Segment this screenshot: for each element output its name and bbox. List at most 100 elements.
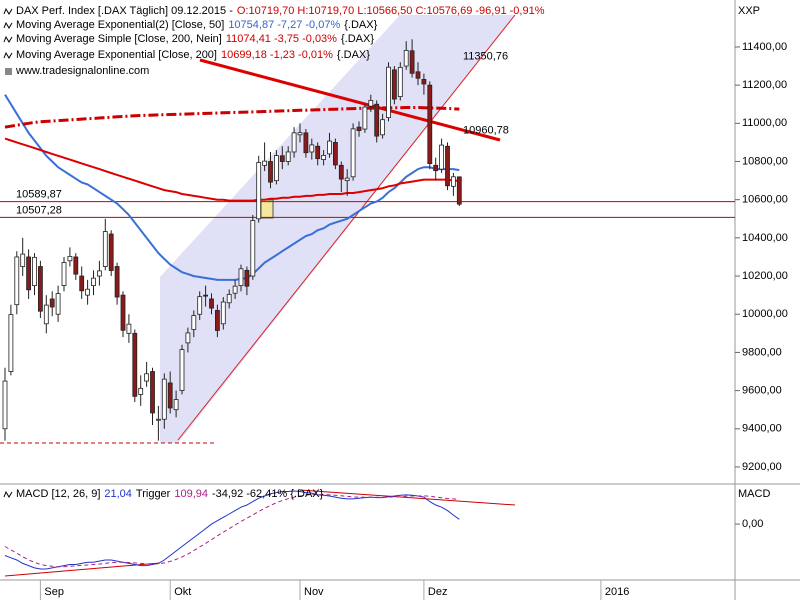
candle-body <box>55 293 61 315</box>
legend-text: 109,94 <box>174 488 208 500</box>
candle-body <box>303 132 309 154</box>
candle-body <box>203 294 209 297</box>
legend-text: Moving Average Exponential [Close, 200] <box>16 49 217 61</box>
y-tick-label: 9200,00 <box>742 461 782 473</box>
candle-body <box>132 332 138 397</box>
candle-body <box>67 255 73 262</box>
candle-body <box>179 349 185 391</box>
candle-body <box>279 155 285 162</box>
candle-body <box>262 160 268 166</box>
candle-body <box>397 66 403 97</box>
candle-body <box>61 262 67 287</box>
candle-body <box>8 314 14 372</box>
legend-text: {.DAX} <box>341 33 374 45</box>
candle-body <box>85 288 90 296</box>
candle-body <box>285 151 291 162</box>
candle-body <box>185 332 191 344</box>
candle-body <box>226 293 232 304</box>
source: www.tradesignalonline.com <box>15 65 149 77</box>
candle-body <box>374 103 380 137</box>
candle-body <box>268 161 273 183</box>
candle-body <box>126 323 132 334</box>
y-tick-label: 10600,00 <box>742 194 788 206</box>
candle-body <box>114 266 120 298</box>
candle-body <box>456 176 462 205</box>
candle-body <box>144 373 150 382</box>
candle-body <box>173 399 179 411</box>
reference-label: 10507,28 <box>16 204 62 216</box>
candle-body <box>338 164 344 180</box>
candle-body <box>38 266 43 312</box>
candle-body <box>427 84 433 165</box>
candle-body <box>315 145 321 160</box>
candle-body <box>2 380 8 430</box>
reference-label: 10589,87 <box>16 189 62 201</box>
y-tick-label: 11400,00 <box>742 41 787 53</box>
candle-body <box>108 233 114 271</box>
candle-body <box>386 66 391 118</box>
legend-entry: DAX Perf. Index [.DAX Täglich] 09.12.201… <box>16 5 545 17</box>
y-tick-label: 11200,00 <box>742 79 787 91</box>
resistance-line <box>199 58 501 142</box>
legend-text: Trigger <box>136 488 171 500</box>
candle-body <box>433 164 439 172</box>
candle-body <box>350 128 356 178</box>
legend-text: 10754,87 -7,27 -0,07% <box>228 19 340 31</box>
legend-text: MACD [12, 26, 9] <box>16 488 100 500</box>
macd-y-tick-label: 0,00 <box>742 518 763 530</box>
candle-body <box>32 256 37 287</box>
candle-body <box>368 100 374 107</box>
candle-body <box>79 275 85 292</box>
legend-icon <box>3 490 13 498</box>
y-tick-label: 10800,00 <box>742 155 788 167</box>
legend-text: 11074,41 -3,75 -0,03% <box>226 33 337 45</box>
candle-body <box>49 298 55 308</box>
candle-body <box>150 371 155 414</box>
candle-body <box>297 132 303 136</box>
macd-trend-line <box>4 562 161 577</box>
candle-body <box>450 176 456 187</box>
x-tick-label: Sep <box>44 586 64 598</box>
legend-text: {.DAX} <box>337 49 370 61</box>
candle-body <box>356 126 362 131</box>
legend-icons <box>3 7 13 498</box>
legend-entry: MACD [12, 26, 9] 21,04 Trigger 109,94 -34,92… <box>16 488 324 500</box>
legend-icon <box>3 35 13 43</box>
legend-text: 21,04 <box>104 488 132 500</box>
candle-body <box>91 277 96 286</box>
macd-trend-line <box>299 489 516 506</box>
y-tick-label: 11000,00 <box>742 117 787 129</box>
candle-body <box>445 145 450 187</box>
y-tick-label: 10200,00 <box>742 270 788 282</box>
macd-axis-title: MACD <box>738 488 770 500</box>
candle-body <box>327 140 332 155</box>
candle-body <box>391 69 397 100</box>
candle-body <box>43 304 49 325</box>
candle-body <box>209 298 214 309</box>
candle-body <box>102 231 108 267</box>
candle-body <box>155 418 161 421</box>
candle-body <box>244 269 250 287</box>
legend-text: Moving Average Exponential(2) [Close, 50… <box>16 19 224 31</box>
y-tick-label: 9400,00 <box>742 423 782 435</box>
macd-line <box>4 494 460 568</box>
legend-text: DAX Perf. Index [.DAX Täglich] 09.12.201… <box>16 5 233 17</box>
candle-body <box>138 387 144 395</box>
y-tick-label: 10000,00 <box>742 308 788 320</box>
x-tick-label: Dez <box>428 586 448 598</box>
candle-body <box>309 144 315 153</box>
legend-icon <box>3 51 13 59</box>
legend-text: O:10719,70 H:10719,70 L:10566,50 C:10576… <box>237 5 545 17</box>
candle-body <box>250 220 256 277</box>
channel-line <box>177 14 516 441</box>
legend-entry: Moving Average Exponential(2) [Close, 50… <box>16 19 378 31</box>
candle-body <box>167 382 173 409</box>
candle-body <box>73 256 79 275</box>
candle-body <box>197 296 203 315</box>
candle-body <box>415 71 421 79</box>
candle-body <box>14 256 20 306</box>
moving-average <box>4 94 460 281</box>
trend-channel <box>160 15 515 443</box>
legend-text: Moving Average Simple [Close, 200, Nein] <box>16 33 222 45</box>
